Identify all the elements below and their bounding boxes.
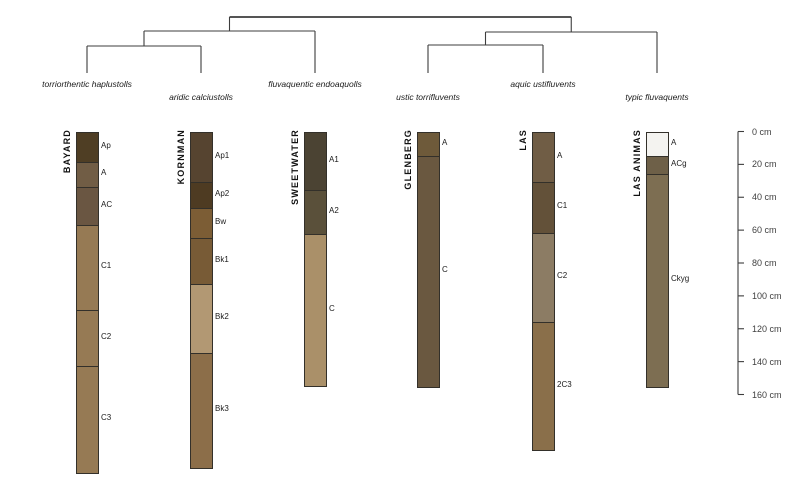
depth-tick-label-140: 140 cm — [752, 356, 782, 367]
horizon-segment-las-c1 — [532, 181, 554, 233]
series-name-sweetwater: SWEETWATER — [289, 128, 300, 205]
horizon-label-las-c1: C1 — [557, 201, 568, 211]
horizon-segment-sweetwater-a2 — [304, 190, 326, 235]
horizon-label-bayard-c2: C2 — [101, 331, 112, 341]
horizon-label-kornman-ap1: Ap1 — [215, 151, 230, 161]
horizon-segment-kornman-bk1 — [190, 237, 212, 284]
horizon-label-kornman-bw: Bw — [215, 216, 227, 226]
horizon-label-las-c2: C2 — [557, 271, 568, 281]
depth-tick-label-100: 100 cm — [752, 290, 782, 301]
horizon-label-sweetwater-a2: A2 — [329, 206, 339, 216]
horizon-segment-kornman-bk2 — [190, 283, 212, 353]
horizon-label-kornman-bk3: Bk3 — [215, 404, 229, 414]
horizon-label-las-animas-acg: ACg — [671, 158, 687, 168]
taxon-label-glenberg: ustic torrifluvents — [396, 92, 460, 102]
horizon-segment-las-animas-ckyg — [646, 173, 668, 388]
horizon-segment-las-2c3 — [532, 321, 554, 450]
depth-tick-label-40: 40 cm — [752, 192, 777, 203]
horizon-segment-bayard-ap — [76, 132, 98, 163]
depth-tick-label-60: 60 cm — [752, 225, 777, 236]
horizon-label-las-2c3: 2C3 — [557, 379, 572, 389]
horizon-label-kornman-bk2: Bk2 — [215, 312, 229, 322]
series-name-kornman: KORNMAN — [175, 128, 186, 184]
horizon-segment-las-a — [532, 132, 554, 182]
horizon-label-las-a: A — [557, 151, 563, 161]
horizon-segment-las-animas-a — [646, 132, 668, 156]
profile-column-las-animas — [645, 131, 669, 389]
depth-tick-label-20: 20 cm — [752, 159, 777, 170]
horizon-segment-sweetwater-a1 — [304, 132, 326, 191]
series-name-las-animas: LAS ANIMAS — [631, 128, 642, 197]
horizon-label-bayard-c1: C1 — [101, 261, 112, 271]
horizon-segment-las-animas-acg — [646, 155, 668, 174]
horizon-segment-glenberg-c — [417, 155, 439, 388]
horizon-segment-kornman-bw — [190, 208, 212, 238]
horizon-label-bayard-ac: AC — [101, 199, 113, 209]
horizon-segment-bayard-c3 — [76, 365, 98, 473]
horizon-segment-bayard-ac — [76, 186, 98, 225]
taxon-label-las: aquic ustifluvents — [510, 79, 576, 89]
series-name-las: LAS — [517, 128, 528, 151]
taxon-label-kornman: aridic calciustolls — [169, 92, 233, 102]
horizon-label-bayard-ap: Ap — [101, 141, 111, 151]
horizon-segment-sweetwater-c — [304, 234, 326, 386]
profile-column-las — [531, 131, 555, 451]
profile-column-glenberg — [416, 131, 440, 389]
horizon-label-kornman-bk1: Bk1 — [215, 254, 229, 264]
taxon-label-bayard: torriorthentic haplustolls — [42, 79, 132, 89]
horizon-segment-kornman-bk3 — [190, 352, 212, 468]
horizon-label-las-animas-a: A — [671, 138, 677, 147]
profile-column-kornman — [189, 131, 213, 469]
taxon-label-sweetwater: fluvaquentic endoaquolls — [268, 79, 362, 89]
profile-column-sweetwater — [303, 131, 327, 387]
horizon-label-kornman-ap2: Ap2 — [215, 188, 230, 198]
horizon-label-bayard-a: A — [101, 168, 107, 178]
taxon-label-las-animas: typic fluvaquents — [625, 92, 689, 102]
horizon-segment-bayard-a — [76, 162, 98, 187]
series-name-bayard: BAYARD — [61, 128, 72, 173]
horizon-label-las-animas-ckyg: Ckyg — [671, 274, 690, 284]
horizon-label-sweetwater-c: C — [329, 304, 335, 314]
horizon-label-glenberg-a: A — [442, 138, 448, 147]
horizon-segment-las-c2 — [532, 232, 554, 322]
depth-tick-label-160: 160 cm — [752, 389, 782, 400]
horizon-label-glenberg-c: C — [442, 265, 448, 275]
horizon-segment-bayard-c1 — [76, 224, 98, 310]
horizon-segment-kornman-ap1 — [190, 132, 212, 182]
depth-tick-label-0: 0 cm — [752, 126, 772, 137]
horizon-segment-kornman-ap2 — [190, 181, 212, 209]
horizon-segment-bayard-c2 — [76, 310, 98, 366]
horizon-label-bayard-c3: C3 — [101, 413, 112, 423]
horizon-label-sweetwater-a1: A1 — [329, 155, 339, 165]
series-name-glenberg: GLENBERG — [402, 128, 413, 190]
profile-column-bayard — [75, 131, 99, 474]
horizon-segment-glenberg-a — [417, 132, 439, 156]
depth-tick-label-120: 120 cm — [752, 323, 782, 334]
depth-tick-label-80: 80 cm — [752, 258, 777, 268]
